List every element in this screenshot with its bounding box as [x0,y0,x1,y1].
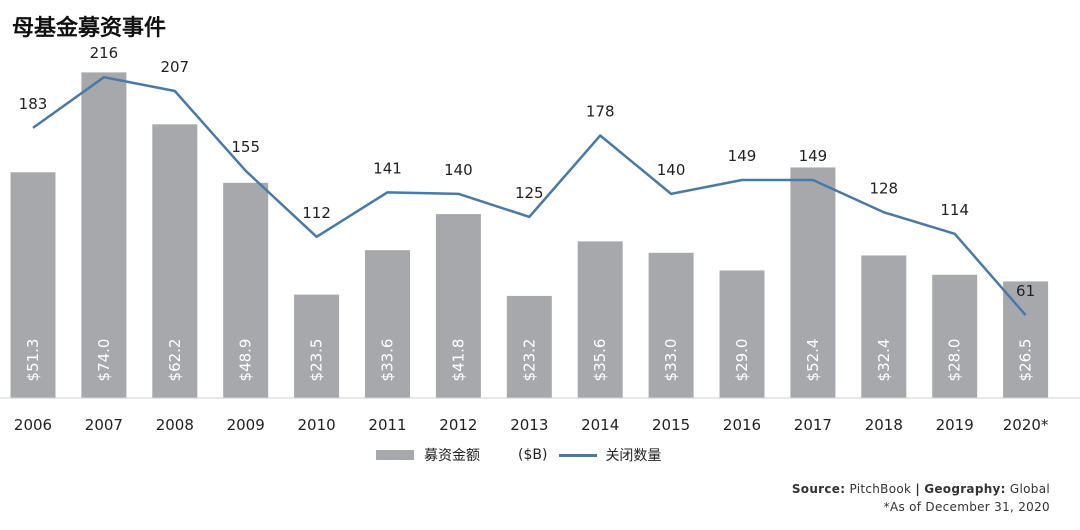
bar-2012 [435,214,481,398]
bar-value-label: $33.0 [662,339,680,382]
x-tick-label: 2010 [298,416,336,434]
bar-value-label: $62.2 [166,339,184,382]
line-value-label: 125 [515,184,544,202]
bar-value-label: $26.5 [1017,339,1035,382]
bar-value-label: $33.6 [379,339,397,382]
legend-bar-label: 募资金额 [424,448,480,464]
line-value-label: 183 [19,95,48,113]
bar-value-label: $32.4 [875,339,893,382]
legend-unit: ($B) [518,447,548,463]
legend: 募资金额 ($B) 关闭数量 [376,444,661,466]
line-value-label: 114 [940,201,969,219]
line-value-label: 178 [586,103,615,121]
bar-value-label: $23.5 [308,339,326,382]
line-layer: 183 216 207 155 112 141 140 125 178 140 149 149 128 1… [19,44,1035,316]
bar-2009 [223,182,269,398]
x-tick-label: 2006 [14,416,52,434]
geography-value: Global [1009,482,1050,496]
line-value-label: 112 [302,204,331,222]
x-tick-label: 2008 [156,416,194,434]
bar-value-label: $28.0 [946,339,964,382]
bar-value-label: $29.0 [733,339,751,382]
x-tick-label: 2015 [652,416,690,434]
bar-2006 [10,172,56,398]
x-tick-label: 2011 [368,416,406,434]
x-tick-label: 2018 [865,416,903,434]
source-value: PitchBook [849,482,912,496]
bar-value-label: $48.9 [237,339,255,382]
legend-line-label: 关闭数量 [605,448,662,464]
x-tick-label: 2009 [227,416,265,434]
geography-label: Geography: [924,482,1006,496]
bar-2007 [81,72,127,399]
x-tick-label: 2012 [439,416,477,434]
bar-value-label: $74.0 [95,339,113,382]
bar-2018 [861,255,907,398]
line-value-label: 149 [728,147,757,165]
line-value-label: 140 [657,161,686,179]
bar-value-label: $23.2 [520,339,538,382]
bar-value-label: $41.8 [449,339,467,382]
bar-2016 [719,270,765,398]
line-value-label: 140 [444,161,473,179]
line-value-label: 155 [231,138,260,156]
x-axis-ticks: 2006 2007 2008 2009 2010 2011 2012 2013 2014 2015… [14,416,1049,434]
bar-2020* [1003,281,1049,398]
bar-2013 [506,295,552,398]
bar-2008 [152,124,198,398]
line-value-label: 141 [373,159,402,177]
bar-2019 [932,274,978,398]
bar-value-label: $51.3 [24,339,42,382]
x-tick-label: 2017 [794,416,832,434]
source-line: Source: PitchBook | Geography: Global [792,480,1050,498]
line-value-label: 207 [160,58,189,76]
bar-value-label: $35.6 [591,339,609,382]
bar-2011 [365,250,410,398]
line-value-label: 216 [90,44,119,62]
line-value-label: 128 [869,179,898,197]
x-tick-label: 2020* [1003,416,1049,434]
legend-bar-swatch [376,450,414,460]
bars-layer: $51.3 $74.0 $62.2 $48.9 $23.5 $33.6 $41.8 $23.2… [10,72,1049,399]
chart-area: $51.3 $74.0 $62.2 $48.9 $23.5 $33.6 $41.8 $23.2… [0,44,1080,434]
bar-2014 [577,241,623,398]
bar-2015 [648,252,694,398]
line-value-label: 149 [799,147,828,165]
bar-2010 [294,294,340,398]
source-note: Source: PitchBook | Geography: Global *A… [792,480,1050,516]
legend-line-swatch [559,453,598,457]
bar-2017 [790,167,836,398]
as-of-note: *As of December 31, 2020 [883,500,1050,514]
line-value-label: 61 [1016,282,1035,300]
line-series-path [32,75,1027,316]
bar-value-label: $52.4 [804,339,822,382]
source-label: Source: [791,482,846,496]
x-tick-label: 2013 [510,416,548,434]
chart-title: 母基金募资事件 [12,16,167,41]
x-tick-label: 2019 [936,416,974,434]
x-tick-label: 2014 [581,416,619,434]
x-tick-label: 2016 [723,416,761,434]
source-separator: | [915,482,921,496]
x-tick-label: 2007 [85,416,123,434]
